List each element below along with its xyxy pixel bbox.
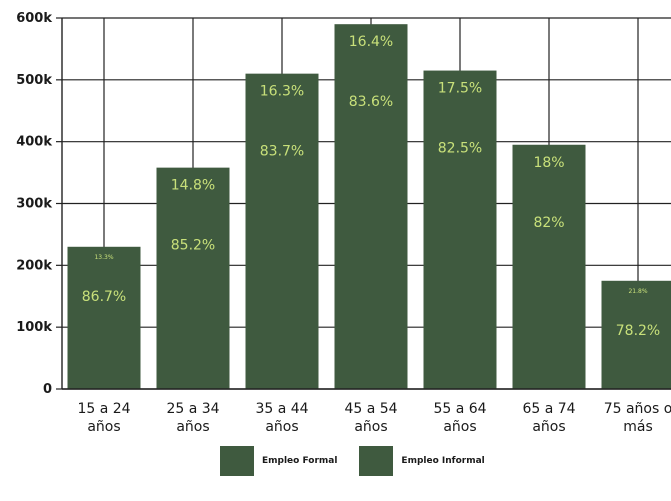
formal-pct-label-5: 18% [533, 155, 564, 171]
legend-item-formal: Empleo Formal [220, 446, 337, 476]
formal-pct-label-0: 13.3% [94, 254, 113, 261]
x-category-label-6-line-1: más [623, 419, 653, 435]
x-category-label-4-line-1: años [443, 419, 476, 435]
x-category-label-6-line-0: 75 años o [604, 401, 671, 417]
bar-3 [334, 24, 408, 390]
y-tick-label-0: 0 [43, 382, 52, 397]
x-category-label-1-line-1: años [176, 419, 209, 435]
legend-swatch-formal [220, 446, 254, 476]
x-category-label-5-line-0: 65 a 74 [522, 401, 575, 417]
formal-pct-label-3: 16.4% [349, 34, 393, 50]
bar-4 [423, 70, 497, 389]
x-category-label-3-line-1: años [354, 419, 387, 435]
formal-pct-label-4: 17.5% [438, 81, 482, 97]
x-category-label-0-line-1: años [87, 419, 120, 435]
x-category-label-4-line-0: 55 a 64 [433, 401, 486, 417]
legend: Empleo Formal Empleo Informal [220, 446, 485, 476]
formal-pct-label-6: 21.8% [628, 288, 647, 295]
x-category-label-3-line-0: 45 a 54 [344, 401, 397, 417]
bar-5 [512, 144, 586, 389]
informal-pct-label-3: 83.6% [349, 94, 393, 110]
y-tick-label-3: 300k [16, 197, 52, 212]
formal-pct-label-2: 16.3% [260, 84, 304, 100]
informal-pct-label-5: 82% [533, 215, 564, 231]
informal-pct-label-2: 83.7% [260, 144, 304, 160]
y-tick-label-2: 200k [16, 258, 52, 273]
axes [61, 18, 671, 390]
bars [67, 24, 671, 390]
y-tick-label-6: 600k [16, 11, 52, 26]
y-tick-label-4: 400k [16, 135, 52, 150]
y-tick-label-1: 100k [16, 320, 52, 335]
x-category-label-5-line-1: años [532, 419, 565, 435]
legend-swatch-informal [359, 446, 394, 476]
legend-item-informal: Empleo Informal [359, 446, 485, 476]
informal-pct-label-0: 86.7% [82, 289, 126, 305]
informal-pct-label-1: 85.2% [171, 238, 215, 254]
bar-6 [601, 280, 671, 389]
x-category-label-1-line-0: 25 a 34 [166, 401, 219, 417]
informal-pct-label-4: 82.5% [438, 141, 482, 157]
bar-0 [67, 246, 141, 389]
informal-pct-label-6: 78.2% [616, 323, 660, 339]
bar-1 [156, 167, 230, 389]
x-category-label-2-line-1: años [265, 419, 298, 435]
formal-pct-label-1: 14.8% [171, 178, 215, 194]
bar-2 [245, 73, 319, 390]
x-category-label-2-line-0: 35 a 44 [255, 401, 308, 417]
labels: 0 100k 200k 300k 400k 500k 600k 13.3% 86.7% 15 a … [16, 11, 671, 435]
y-tick-label-5: 500k [16, 73, 52, 88]
legend-label-formal: Empleo Formal [262, 456, 338, 466]
legend-label-informal: Empleo Informal [401, 456, 485, 466]
x-category-label-0-line-0: 15 a 24 [77, 401, 130, 417]
